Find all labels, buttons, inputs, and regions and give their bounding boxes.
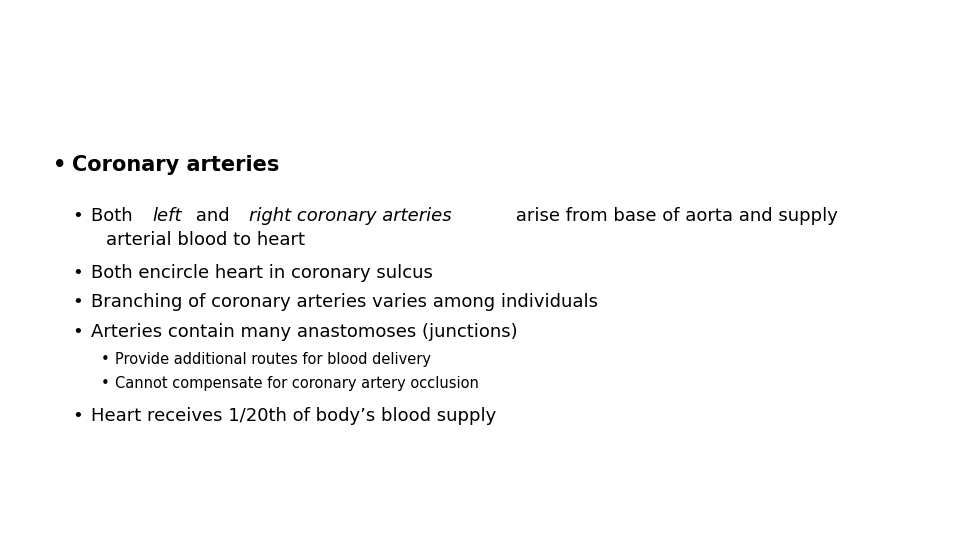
Text: Branching of coronary arteries varies among individuals: Branching of coronary arteries varies am…: [91, 293, 598, 312]
Text: •: •: [72, 264, 83, 282]
Text: Arteries contain many anastomoses (junctions): Arteries contain many anastomoses (junct…: [91, 323, 517, 341]
Text: •: •: [72, 207, 83, 225]
Text: Cannot compensate for coronary artery occlusion: Cannot compensate for coronary artery oc…: [115, 376, 479, 391]
Text: Heart receives 1/20th of body’s blood supply: Heart receives 1/20th of body’s blood su…: [91, 407, 496, 425]
Text: right coronary arteries: right coronary arteries: [249, 207, 451, 225]
Text: •: •: [101, 352, 109, 367]
Text: arise from base of aorta and supply: arise from base of aorta and supply: [511, 207, 838, 225]
Text: and: and: [190, 207, 236, 225]
Text: •: •: [53, 154, 66, 175]
Text: Coronary arteries: Coronary arteries: [72, 154, 279, 175]
Text: Both: Both: [91, 207, 138, 225]
Text: •: •: [72, 407, 83, 425]
Text: arterial blood to heart: arterial blood to heart: [106, 231, 304, 249]
Text: Both encircle heart in coronary sulcus: Both encircle heart in coronary sulcus: [91, 264, 433, 282]
Text: •: •: [72, 323, 83, 341]
Text: Provide additional routes for blood delivery: Provide additional routes for blood deli…: [115, 352, 431, 367]
Text: •: •: [101, 376, 109, 391]
Text: •: •: [72, 293, 83, 312]
Text: left: left: [153, 207, 181, 225]
